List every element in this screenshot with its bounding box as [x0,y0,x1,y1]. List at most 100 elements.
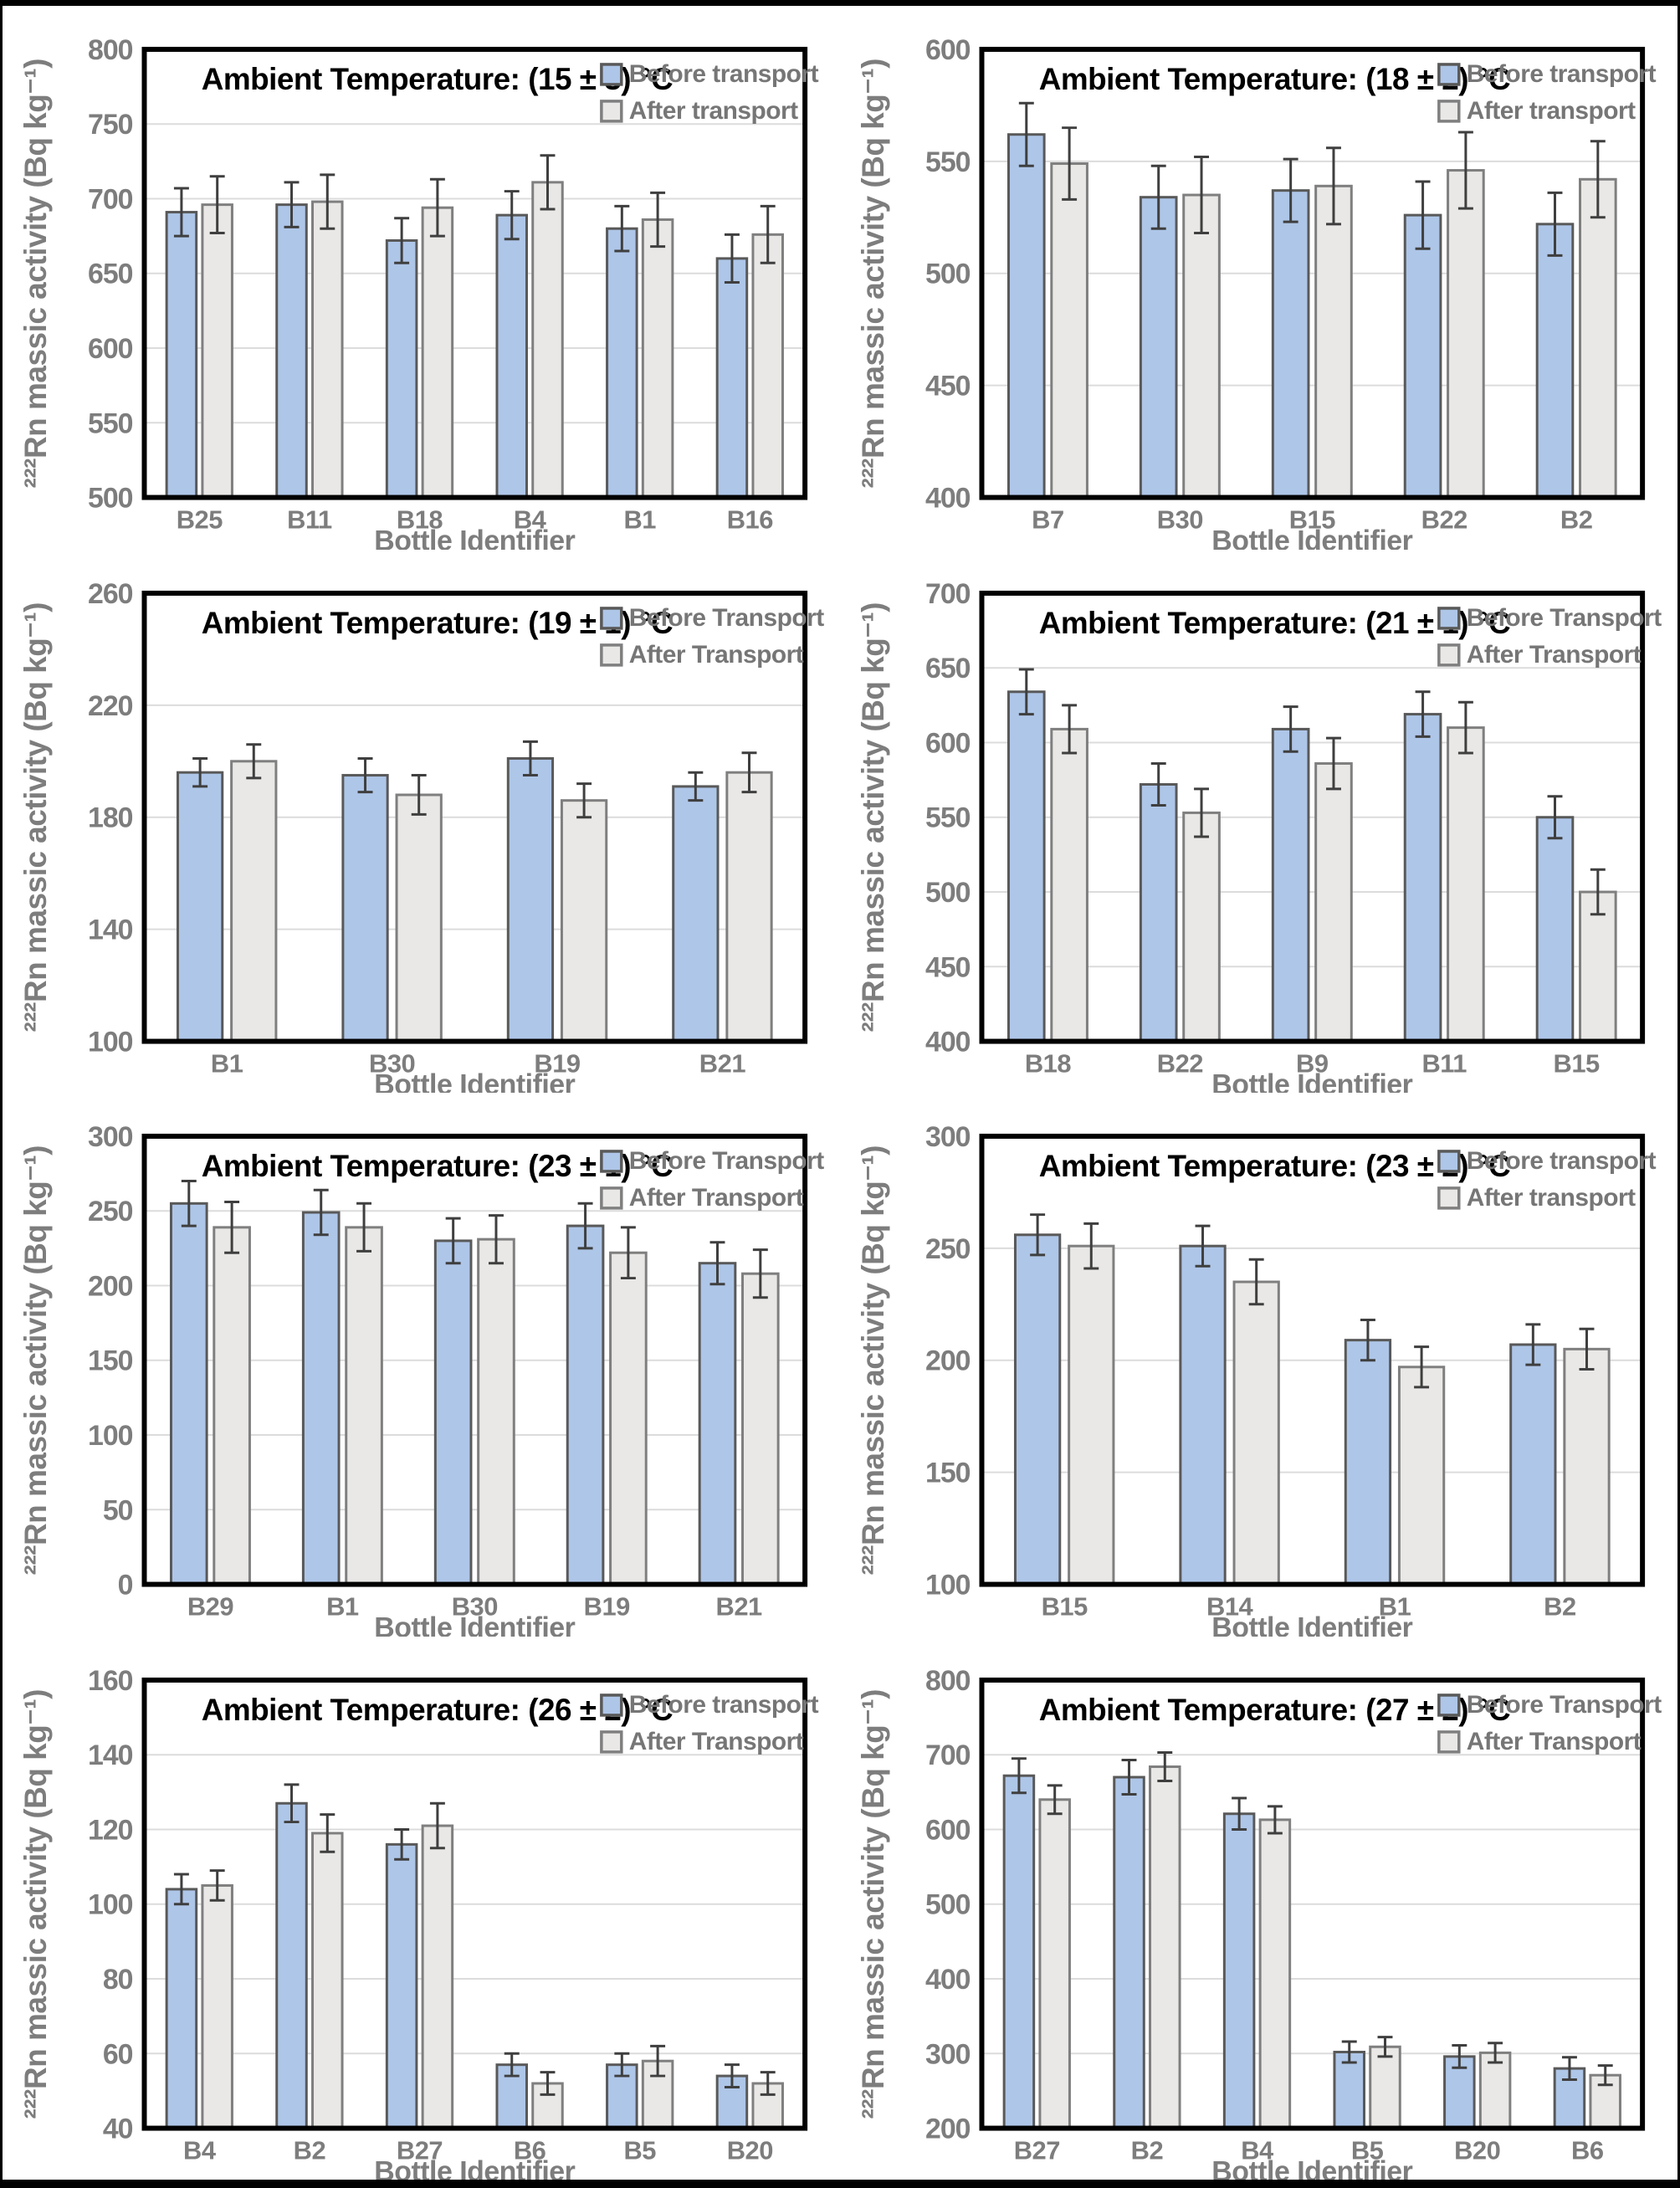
error-bar-before-B2 [1525,1323,1541,1366]
y-tick-label: 100 [88,1888,133,1920]
legend-label-after: After transport [629,97,798,125]
y-tick-label: 550 [88,407,133,439]
bar-after-B2 [1579,177,1617,500]
bar-before-B1 [301,1211,341,1586]
x-tick-label: B2 [1131,2135,1164,2165]
error-bar-before-B30 [357,756,373,793]
bar-after-B5 [1369,2045,1401,2129]
error-bar-after-B5 [650,2044,666,2078]
error-bar-before-B22 [1415,180,1431,250]
error-bar-after-B4 [1267,1804,1283,1834]
y-tick-label: 750 [88,109,133,141]
y-tick-label: 600 [925,1814,971,1846]
y-tick-label: 700 [925,1740,971,1771]
bar-before-B2 [275,1801,308,2129]
bar-after-B1 [345,1226,383,1586]
error-bar-before-B4 [173,1873,189,1905]
bar-before-B30 [341,773,389,1043]
y-tick-label: 0 [118,1570,133,1601]
x-tick-label: B29 [187,1591,233,1621]
bar-before-B5 [1333,2050,1365,2129]
x-tick-label: B27 [397,2135,443,2165]
x-tick-label: B22 [1157,1048,1203,1078]
error-bar-before-B29 [181,1180,197,1227]
y-tick-label: 200 [88,1270,133,1302]
x-tick-label: B18 [397,505,443,534]
bars [1006,101,1617,500]
y-tick-label: 550 [925,146,971,178]
error-bar-after-B27 [429,1801,445,1849]
x-axis-title: Bottle Identifier [374,1068,575,1093]
x-tick-label: B1 [211,1048,243,1078]
y-tick-label: 100 [88,1026,133,1058]
error-bar-before-B18 [1018,668,1034,715]
x-tick-label: B21 [699,1048,745,1078]
y-tick-label: 500 [88,483,133,515]
y-tick-label: 150 [925,1458,971,1489]
y-tick-label: 260 [88,577,133,609]
error-bar-before-B30 [1150,164,1166,230]
chart-title: Ambient Temperature: (23 ± 2) °C [1039,1149,1510,1183]
bar-after-B22 [1447,169,1485,500]
x-tick-label: B27 [1014,2135,1060,2165]
error-bar-after-B1 [356,1202,372,1253]
bar-after-B4 [1258,1817,1292,2129]
x-tick-label: B30 [1157,505,1203,534]
bar-before-B30 [1139,196,1178,500]
legend-label-before: Before Transport [629,603,824,631]
bar-after-B22 [1182,811,1221,1043]
x-axis-title: Bottle Identifier [374,2155,575,2180]
x-tick-label: B21 [716,1591,762,1621]
error-bar-after-B6 [1597,2063,1613,2086]
bar-before-B30 [433,1239,473,1586]
chart-5: 0 50 100 150 200 250 300 B29 B1 B30 B19 B21 Ambient … [3,1093,840,1637]
gridlines [144,1210,806,1511]
chart-2: 400 450 500 550 600 B7 B30 B15 B22 B2 Ambient Temp… [840,6,1677,550]
bars [1002,1750,1621,2129]
error-bar-before-B18 [394,217,410,264]
error-bar-before-B2 [284,1782,300,1823]
error-bar-after-B5 [1377,2035,1393,2057]
bar-before-B15 [1013,1233,1062,1586]
error-bar-after-B4 [540,154,556,211]
bar-after-B1 [641,218,674,500]
bar-after-B20 [1478,2051,1512,2129]
y-tick-label: 600 [925,34,971,66]
x-tick-label: B1 [623,505,656,534]
legend-swatch-after [1437,1186,1461,1210]
y-axis-title: ²²²Rn massic activity (Bq kg⁻¹) [856,59,890,488]
legend-swatch-before [600,606,623,630]
bar-after-B4 [201,1883,233,2129]
error-bar-after-B9 [1325,736,1341,790]
y-tick-label: 250 [925,1233,971,1265]
y-tick-label: 200 [925,1345,971,1377]
x-tick-label: B11 [1421,1048,1467,1078]
y-axis-title: ²²²Rn massic activity (Bq kg⁻¹) [18,1145,53,1575]
bars [176,740,773,1043]
error-bar-after-B19 [576,781,592,818]
bar-before-B29 [169,1202,208,1586]
bar-after-B16 [751,233,784,500]
legend: Before Transport After Transport [1437,603,1662,668]
bar-after-B19 [609,1251,648,1586]
gridlines [981,1753,1643,2054]
error-bar-before-B20 [724,2062,740,2088]
error-bar-before-B1 [614,204,630,253]
legend-swatch-after [1437,100,1461,123]
bar-before-B7 [1006,133,1046,500]
chart-title: Ambient Temperature: (23 ± 1) °C [202,1149,673,1183]
y-tick-label: 500 [925,259,971,290]
bar-before-B4 [495,213,528,500]
plot-border [979,1133,1646,1587]
y-tick-label: 500 [925,876,971,908]
error-bar-after-B1 [650,191,666,249]
legend-label-after: After Transport [629,1184,804,1212]
x-axis-title: Bottle Identifier [1211,2155,1412,2180]
error-bar-before-B15 [1547,794,1563,839]
legend: Before Transport After Transport [1437,1690,1662,1755]
x-tick-label: B4 [514,505,547,534]
bar-before-B21 [672,784,720,1043]
legend-label-before: Before transport [1467,60,1657,88]
y-tick-label: 650 [88,259,133,290]
legend: Before Transport After Transport [600,1147,825,1212]
